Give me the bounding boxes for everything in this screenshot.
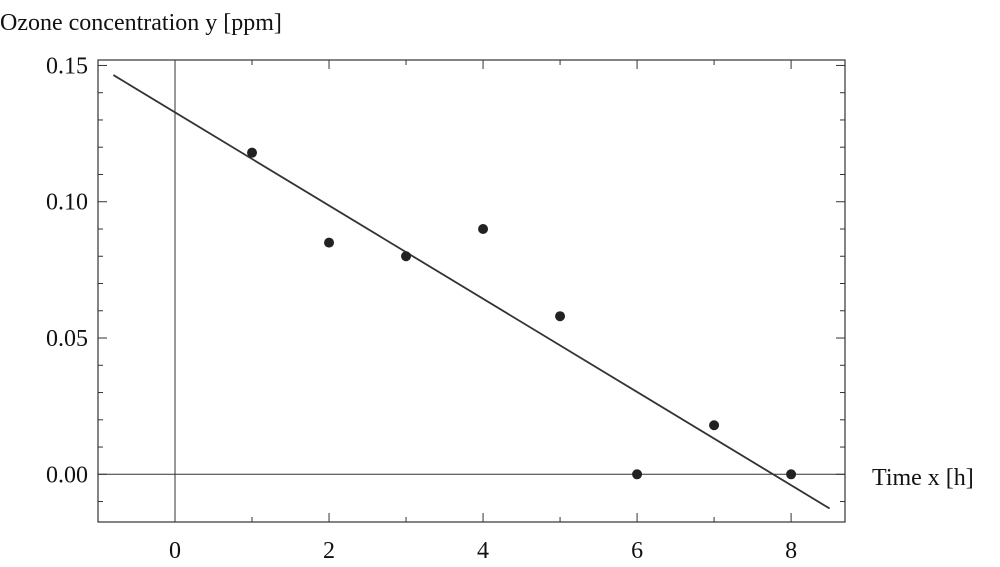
data-point [401,251,412,262]
x-axis-label: Time x [h] [872,465,974,491]
y-tick-label: 0.10 [46,190,88,216]
data-point [247,147,258,158]
zero-axes [98,60,845,522]
x-tick-label: 0 [169,538,181,564]
data-point [709,420,720,431]
x-tick-labels: 0 2 4 6 8 [169,538,797,564]
data-point [324,237,335,248]
plot-frame [97,59,846,523]
data-point [478,223,489,234]
fit-line [112,74,831,510]
x-tick-label: 6 [631,538,643,564]
y-tick-labels: 0.00 0.05 0.10 0.15 [46,53,88,488]
x-tick-label: 2 [323,538,335,564]
data-point [632,469,643,480]
x-tick-label: 8 [785,538,797,564]
x-tick-label: 4 [477,538,489,564]
fit-line-group [112,74,831,510]
y-tick-label: 0.15 [46,53,88,79]
y-tick-label: 0.00 [46,462,88,488]
data-points [247,147,797,480]
y-axis-label: Ozone concentration y [ppm] [0,10,282,36]
data-point [555,311,566,322]
y-tick-label: 0.05 [46,326,88,352]
data-point [786,469,797,480]
